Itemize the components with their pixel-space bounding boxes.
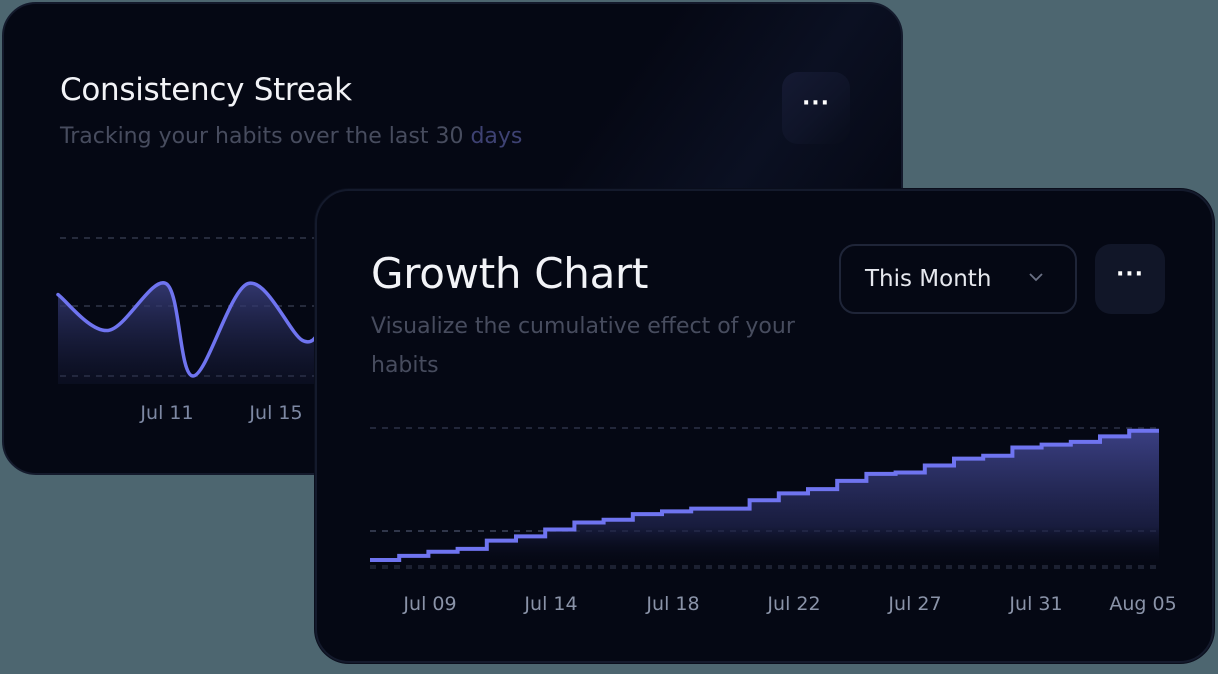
growth-x-tick: Aug 05 [1109, 593, 1177, 615]
growth-x-tick: Jul 22 [767, 593, 821, 615]
range-dropdown[interactable]: This Month [839, 244, 1077, 314]
growth-title: Growth Chart [371, 249, 649, 298]
streak-x-tick: Jul 15 [249, 402, 303, 424]
streak-subtitle-main: Tracking your habits over the last 30 [60, 124, 464, 149]
streak-area [58, 282, 322, 384]
growth-x-tick: Jul 31 [1009, 593, 1063, 615]
more-dots-icon: ··· [801, 90, 831, 116]
streak-subtitle-tail: days [463, 124, 523, 149]
growth-area [370, 430, 1159, 567]
more-dots-icon: ··· [1115, 261, 1145, 287]
growth-chart-card: Growth Chart Visualize the cumulative ef… [315, 189, 1214, 663]
streak-more-button[interactable]: ··· [782, 72, 850, 144]
growth-line [370, 428, 1159, 563]
growth-more-button[interactable]: ··· [1095, 244, 1165, 314]
growth-x-tick: Jul 14 [524, 593, 578, 615]
growth-x-tick: Jul 27 [888, 593, 942, 615]
range-dropdown-value: This Month [865, 266, 992, 292]
growth-chart [370, 427, 1159, 569]
growth-x-tick: Jul 09 [403, 593, 457, 615]
streak-subtitle: Tracking your habits over the last 30 da… [60, 124, 522, 149]
growth-x-tick: Jul 18 [646, 593, 700, 615]
streak-line [56, 281, 324, 378]
chevron-down-icon [1029, 273, 1043, 282]
streak-title: Consistency Streak [60, 72, 352, 108]
streak-x-tick: Jul 11 [140, 402, 194, 424]
growth-subtitle: Visualize the cumulative effect of your … [371, 314, 795, 378]
